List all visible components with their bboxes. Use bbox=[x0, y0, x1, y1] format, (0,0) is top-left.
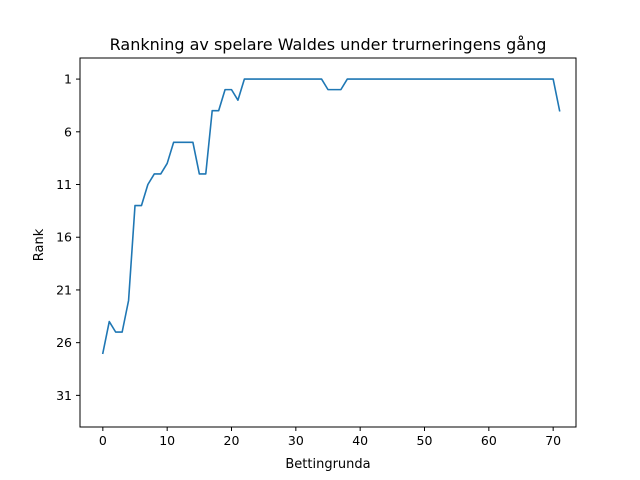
x-tick-label: 30 bbox=[288, 433, 304, 448]
plot-area bbox=[79, 57, 577, 428]
y-axis-label: Rank bbox=[32, 228, 47, 261]
y-tick-label: 21 bbox=[56, 282, 72, 297]
y-tick-label: 6 bbox=[64, 124, 72, 139]
x-tick-label: 70 bbox=[545, 433, 561, 448]
x-tick-label: 60 bbox=[481, 433, 497, 448]
chart-title: Rankning av spelare Waldes under trurner… bbox=[110, 35, 547, 54]
series-line bbox=[101, 78, 561, 355]
x-tick-label: 0 bbox=[99, 433, 107, 448]
y-tick-label: 16 bbox=[56, 230, 72, 245]
x-tick-label: 40 bbox=[352, 433, 368, 448]
axes-frame bbox=[79, 57, 577, 428]
x-tick-label: 10 bbox=[159, 433, 175, 448]
x-axis-label: Bettingrunda bbox=[285, 457, 370, 472]
x-tick-label: 50 bbox=[417, 433, 433, 448]
y-tick-label: 1 bbox=[64, 72, 72, 87]
y-tick-label: 26 bbox=[56, 335, 72, 350]
x-axis-ticks: 0 10 20 30 40 50 60 70 bbox=[99, 427, 561, 448]
y-tick-label: 11 bbox=[56, 177, 72, 192]
x-tick-label: 20 bbox=[224, 433, 240, 448]
y-tick-label: 31 bbox=[56, 388, 72, 403]
